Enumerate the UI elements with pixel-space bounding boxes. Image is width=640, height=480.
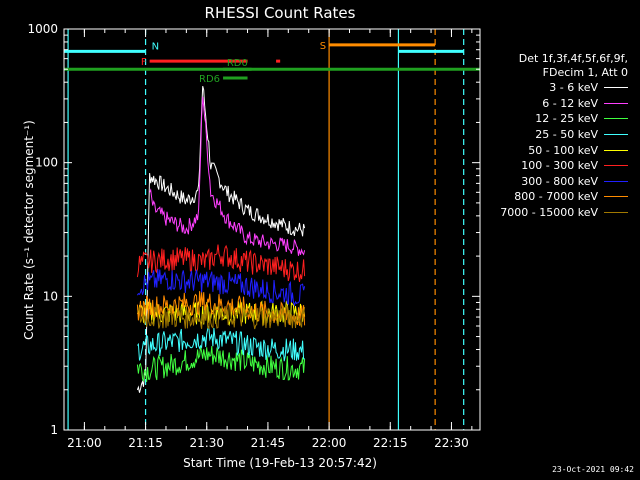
- x-tick-label: 22:15: [373, 436, 408, 450]
- legend-entry: 6 - 12 keV: [480, 96, 638, 112]
- x-tick-label: 22:30: [434, 436, 469, 450]
- x-tick-label: 21:45: [251, 436, 286, 450]
- y-tick-label: 1: [50, 423, 58, 437]
- legend-entry: 3 - 6 keV: [480, 80, 638, 96]
- legend-entry: 12 - 25 keV: [480, 111, 638, 127]
- flag-label: RD0: [227, 58, 248, 69]
- y-tick-label: 100: [35, 156, 58, 170]
- series-line: [136, 268, 306, 307]
- y-tick-label: 1000: [27, 22, 58, 36]
- series-line: [137, 325, 305, 362]
- flag-label: F: [141, 57, 147, 68]
- legend-entry: 100 - 300 keV: [480, 158, 638, 174]
- legend-entry: 7000 - 15000 keV: [480, 205, 638, 221]
- legend: Det 1f,3f,4f,5f,6f,9f, FDecim 1, Att 0 3…: [480, 52, 638, 220]
- series-line: [136, 244, 306, 282]
- series-line: [136, 85, 306, 393]
- x-tick-label: 22:00: [312, 436, 347, 450]
- series-line: [136, 300, 306, 327]
- legend-entry-label: 100 - 300 keV: [521, 159, 598, 173]
- plot-frame: [63, 28, 481, 431]
- x-tick-label: 21:30: [189, 436, 224, 450]
- legend-swatch: [604, 165, 628, 167]
- legend-entry: 300 - 800 keV: [480, 174, 638, 190]
- series-line: [136, 304, 306, 330]
- flag-label: RD6: [199, 74, 220, 85]
- legend-swatch: [604, 212, 628, 214]
- legend-header-line-2: FDecim 1, Att 0: [542, 66, 628, 79]
- flag-label: N: [152, 41, 159, 52]
- legend-swatch: [604, 102, 628, 104]
- legend-swatch: [604, 196, 628, 198]
- legend-entry: 25 - 50 keV: [480, 127, 638, 143]
- x-tick-label: 21:15: [128, 436, 163, 450]
- legend-entry: 800 - 7000 keV: [480, 189, 638, 205]
- legend-swatch: [604, 134, 628, 136]
- legend-swatch: [604, 87, 628, 89]
- series-line: [149, 96, 306, 256]
- y-axis-label: Count Rate (s⁻¹ detector segment⁻¹): [22, 120, 36, 340]
- series-line: [136, 346, 306, 383]
- timestamp: 23-Oct-2021 09:42: [552, 465, 634, 474]
- legend-swatch: [604, 149, 628, 151]
- flag-label: S: [320, 41, 326, 52]
- legend-swatch: [604, 118, 628, 120]
- legend-swatch: [604, 180, 628, 182]
- legend-entry: 50 - 100 keV: [480, 142, 638, 158]
- x-axis-label: Start Time (19-Feb-13 20:57:42): [183, 456, 377, 470]
- legend-header-line-1: Det 1f,3f,4f,5f,6f,9f,: [518, 52, 628, 65]
- legend-entry-label: 25 - 50 keV: [535, 128, 598, 142]
- y-tick-label: 10: [43, 289, 58, 303]
- legend-entry-label: 50 - 100 keV: [528, 143, 598, 157]
- legend-entry-label: 6 - 12 keV: [542, 96, 598, 110]
- legend-entry-label: 800 - 7000 keV: [514, 190, 598, 204]
- legend-entry-label: 300 - 800 keV: [521, 174, 598, 188]
- x-tick-label: 21:00: [67, 436, 102, 450]
- legend-entry-label: 12 - 25 keV: [535, 112, 598, 126]
- legend-entry-label: 3 - 6 keV: [549, 81, 598, 95]
- legend-entry-label: 7000 - 15000 keV: [500, 206, 598, 220]
- chart-title: RHESSI Count Rates: [205, 4, 356, 22]
